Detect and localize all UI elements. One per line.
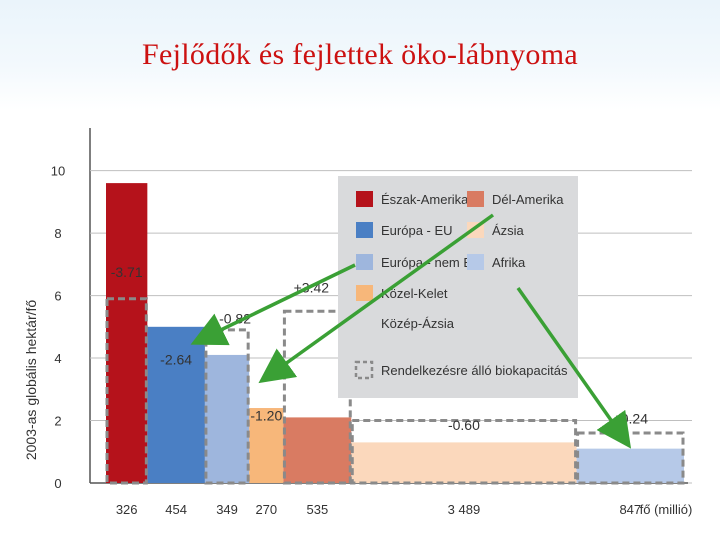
legend-box [338,176,578,398]
green-arrows [190,213,632,449]
y-tick-label: 4 [54,351,61,366]
y-tick-label: 10 [51,164,65,179]
biocapacity-outline-1 [105,297,148,485]
legend-label: Közel-Kelet [381,286,448,301]
legend-swatch [467,254,484,270]
legend-swatch-dashed [354,360,374,380]
biocapacity-outline-6 [350,419,578,485]
chart-legend: Észak-Amerika Dél-Amerika Európa - EU Ázsia… [338,176,578,398]
legend-label: Közép-Ázsia [381,316,455,331]
annotation-2: -2.64 [160,351,192,367]
legend-swatch [356,285,373,301]
x-tick-label: 326 [116,502,138,517]
legend-swatch [356,254,373,270]
legend-label: Ázsia [492,223,525,238]
bar-4 [249,408,284,483]
legend-swatch [356,191,373,207]
x-tick-label: 847 [619,502,641,517]
bar-6 [351,442,577,483]
legend-label: Afrika [492,255,526,270]
legend-swatch [467,191,484,207]
bar-7 [576,448,684,483]
y-tick-label: 6 [54,289,61,304]
x-axis-label: fő (millió) [640,502,693,517]
legend-swatch [356,222,373,238]
annotation-4: -1.20 [250,408,282,424]
bar-2 [147,326,205,483]
annotation-6: -0.60 [448,417,480,433]
page-title: Fejlődők és fejlettek öko-lábnyoma [142,38,578,71]
x-tick-label: 535 [306,502,328,517]
biocapacity-outline-3 [204,328,250,485]
x-tick-label: 270 [255,502,277,517]
y-tick-label: 0 [54,476,61,491]
x-tick-label: 454 [165,502,187,517]
legend-label: Dél-Amerika [492,192,564,207]
y-tick-label: 2 [54,414,61,429]
biocapacity-outlines [105,297,685,485]
y-tick-label: 8 [54,226,61,241]
green-arrow-3 [516,286,632,449]
chart-bars [106,183,684,483]
legend-label: Európa - nem EU [381,255,481,270]
annotation-7: +0.24 [613,411,649,427]
legend-label: Észak-Amerika [381,192,469,207]
annotation-1: -3.71 [111,264,143,280]
legend-label: Rendelkezésre álló biokapacitás [381,363,568,378]
x-tick-label: 349 [216,502,238,517]
biocapacity-outline-5 [282,309,352,485]
green-arrow-2 [258,213,495,384]
bar-1 [106,183,148,483]
legend-label: Európa - EU [381,223,453,238]
title-banner [0,0,720,110]
green-arrow-1 [190,263,356,346]
y-axis-label: 2003-as globális hektár/fő [23,300,39,461]
bar-3 [204,354,250,483]
bar-5 [283,417,352,483]
x-tick-label: 3 489 [448,502,481,517]
